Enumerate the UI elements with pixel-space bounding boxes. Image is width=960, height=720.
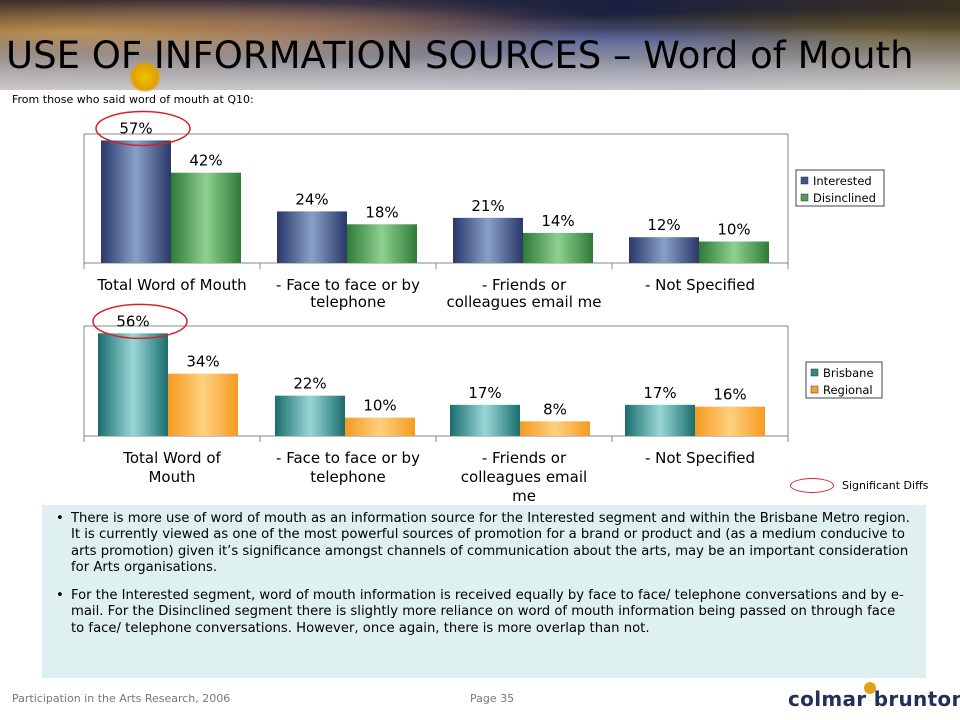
logo-mark-icon <box>864 682 876 694</box>
data-label-brisbane-2: 22% <box>293 375 326 393</box>
chart-subtitle: From those who said word of mouth at Q10… <box>12 93 254 106</box>
category-label: telephone <box>310 468 385 486</box>
category-label: colleagues email <box>461 468 587 486</box>
data-label-regional-1: 34% <box>186 353 219 371</box>
category-label: - Not Specified <box>645 449 755 467</box>
significant-diffs-label: Significant Diffs <box>842 479 929 492</box>
bar-disinclined-4 <box>699 241 769 263</box>
commentary-bullet-2: • For the Interested segment, word of mo… <box>56 588 912 637</box>
commentary-text-1: There is more use of word of mouth as an… <box>71 511 910 575</box>
category-label: telephone <box>310 293 385 311</box>
commentary-box: • There is more use of word of mouth as … <box>42 505 926 678</box>
bar-disinclined-3 <box>523 232 593 263</box>
bar-regional-2 <box>345 417 415 436</box>
significance-ellipse-icon <box>790 478 834 493</box>
charts-canvas: 57% 24% 21% 12% 42% 18% 14% 10% Total Word of Mo… <box>83 110 885 505</box>
category-label: colleagues email me <box>447 293 602 311</box>
legend-swatch-brisbane <box>810 368 819 377</box>
chart-interested-disinclined: 57% 24% 21% 12% 42% 18% 14% 10% Total Word of Mo… <box>83 110 885 311</box>
category-label: - Not Specified <box>645 276 755 294</box>
bar-brisbane-4 <box>625 404 695 436</box>
bar-interested-1 <box>101 140 171 263</box>
category-label: Total Word of <box>122 449 221 467</box>
data-label-brisbane-1: 56% <box>116 312 149 330</box>
category-label: Total Word of Mouth <box>96 276 246 294</box>
commentary-text-2: For the Interested segment, word of mout… <box>71 588 904 636</box>
legend-label-interested: Interested <box>813 174 872 188</box>
bullet-icon: • <box>56 588 64 604</box>
bar-regional-1 <box>168 373 238 436</box>
legend-swatch-interested <box>800 176 809 185</box>
bar-regional-4 <box>695 406 765 436</box>
data-label-interested-4: 12% <box>647 216 680 234</box>
legend-box <box>795 169 885 207</box>
colmar-brunton-logo: colmar brunton <box>788 682 960 712</box>
data-label-disinclined-2: 18% <box>365 203 398 221</box>
data-label-disinclined-4: 10% <box>717 221 750 239</box>
category-label: Mouth <box>148 468 195 486</box>
bar-brisbane-1 <box>98 333 168 436</box>
data-label-regional-3: 8% <box>543 400 567 418</box>
legend-swatch-disinclined <box>800 193 809 202</box>
legend-label-regional: Regional <box>823 383 873 397</box>
bar-regional-3 <box>520 421 590 436</box>
bar-interested-3 <box>453 217 523 263</box>
legend-swatch-regional <box>810 385 819 394</box>
footer-source: Participation in the Arts Research, 2006 <box>12 692 231 705</box>
bar-brisbane-3 <box>450 404 520 436</box>
bullet-icon: • <box>56 511 64 526</box>
data-label-interested-2: 24% <box>295 190 328 208</box>
bar-disinclined-1 <box>171 172 241 263</box>
category-label: - Face to face or by <box>276 276 420 294</box>
category-label: - Friends or <box>482 276 567 294</box>
bar-interested-4 <box>629 237 699 263</box>
data-label-regional-4: 16% <box>713 386 746 404</box>
page-title: USE OF INFORMATION SOURCES – Word of Mou… <box>6 34 914 77</box>
data-label-brisbane-3: 17% <box>468 384 501 402</box>
bar-disinclined-2 <box>347 224 417 263</box>
data-label-brisbane-4: 17% <box>643 384 676 402</box>
bar-brisbane-2 <box>275 395 345 436</box>
chart-brisbane-regional: 56% 22% 17% 17% 34% 10% 8% 16% Total Word ofMout… <box>83 303 883 505</box>
data-label-interested-1: 57% <box>119 119 152 137</box>
bar-interested-2 <box>277 211 347 263</box>
commentary-bullet-1: • There is more use of word of mouth as … <box>56 511 912 576</box>
significant-diffs-legend: Significant Diffs <box>790 477 950 495</box>
category-label: me <box>512 487 536 505</box>
legend-label-disinclined: Disinclined <box>813 191 876 205</box>
legend-box <box>805 361 883 399</box>
category-label: - Friends or <box>482 449 567 467</box>
data-label-regional-2: 10% <box>363 397 396 415</box>
data-label-interested-3: 21% <box>471 197 504 215</box>
footer-page-number: Page 35 <box>470 692 515 705</box>
sun-icon <box>128 62 162 92</box>
data-label-disinclined-3: 14% <box>541 212 574 230</box>
category-label: - Face to face or by <box>276 449 420 467</box>
significance-highlight <box>92 303 188 340</box>
data-label-disinclined-1: 42% <box>189 152 222 170</box>
significance-highlight <box>95 110 191 147</box>
legend-label-brisbane: Brisbane <box>823 366 874 380</box>
